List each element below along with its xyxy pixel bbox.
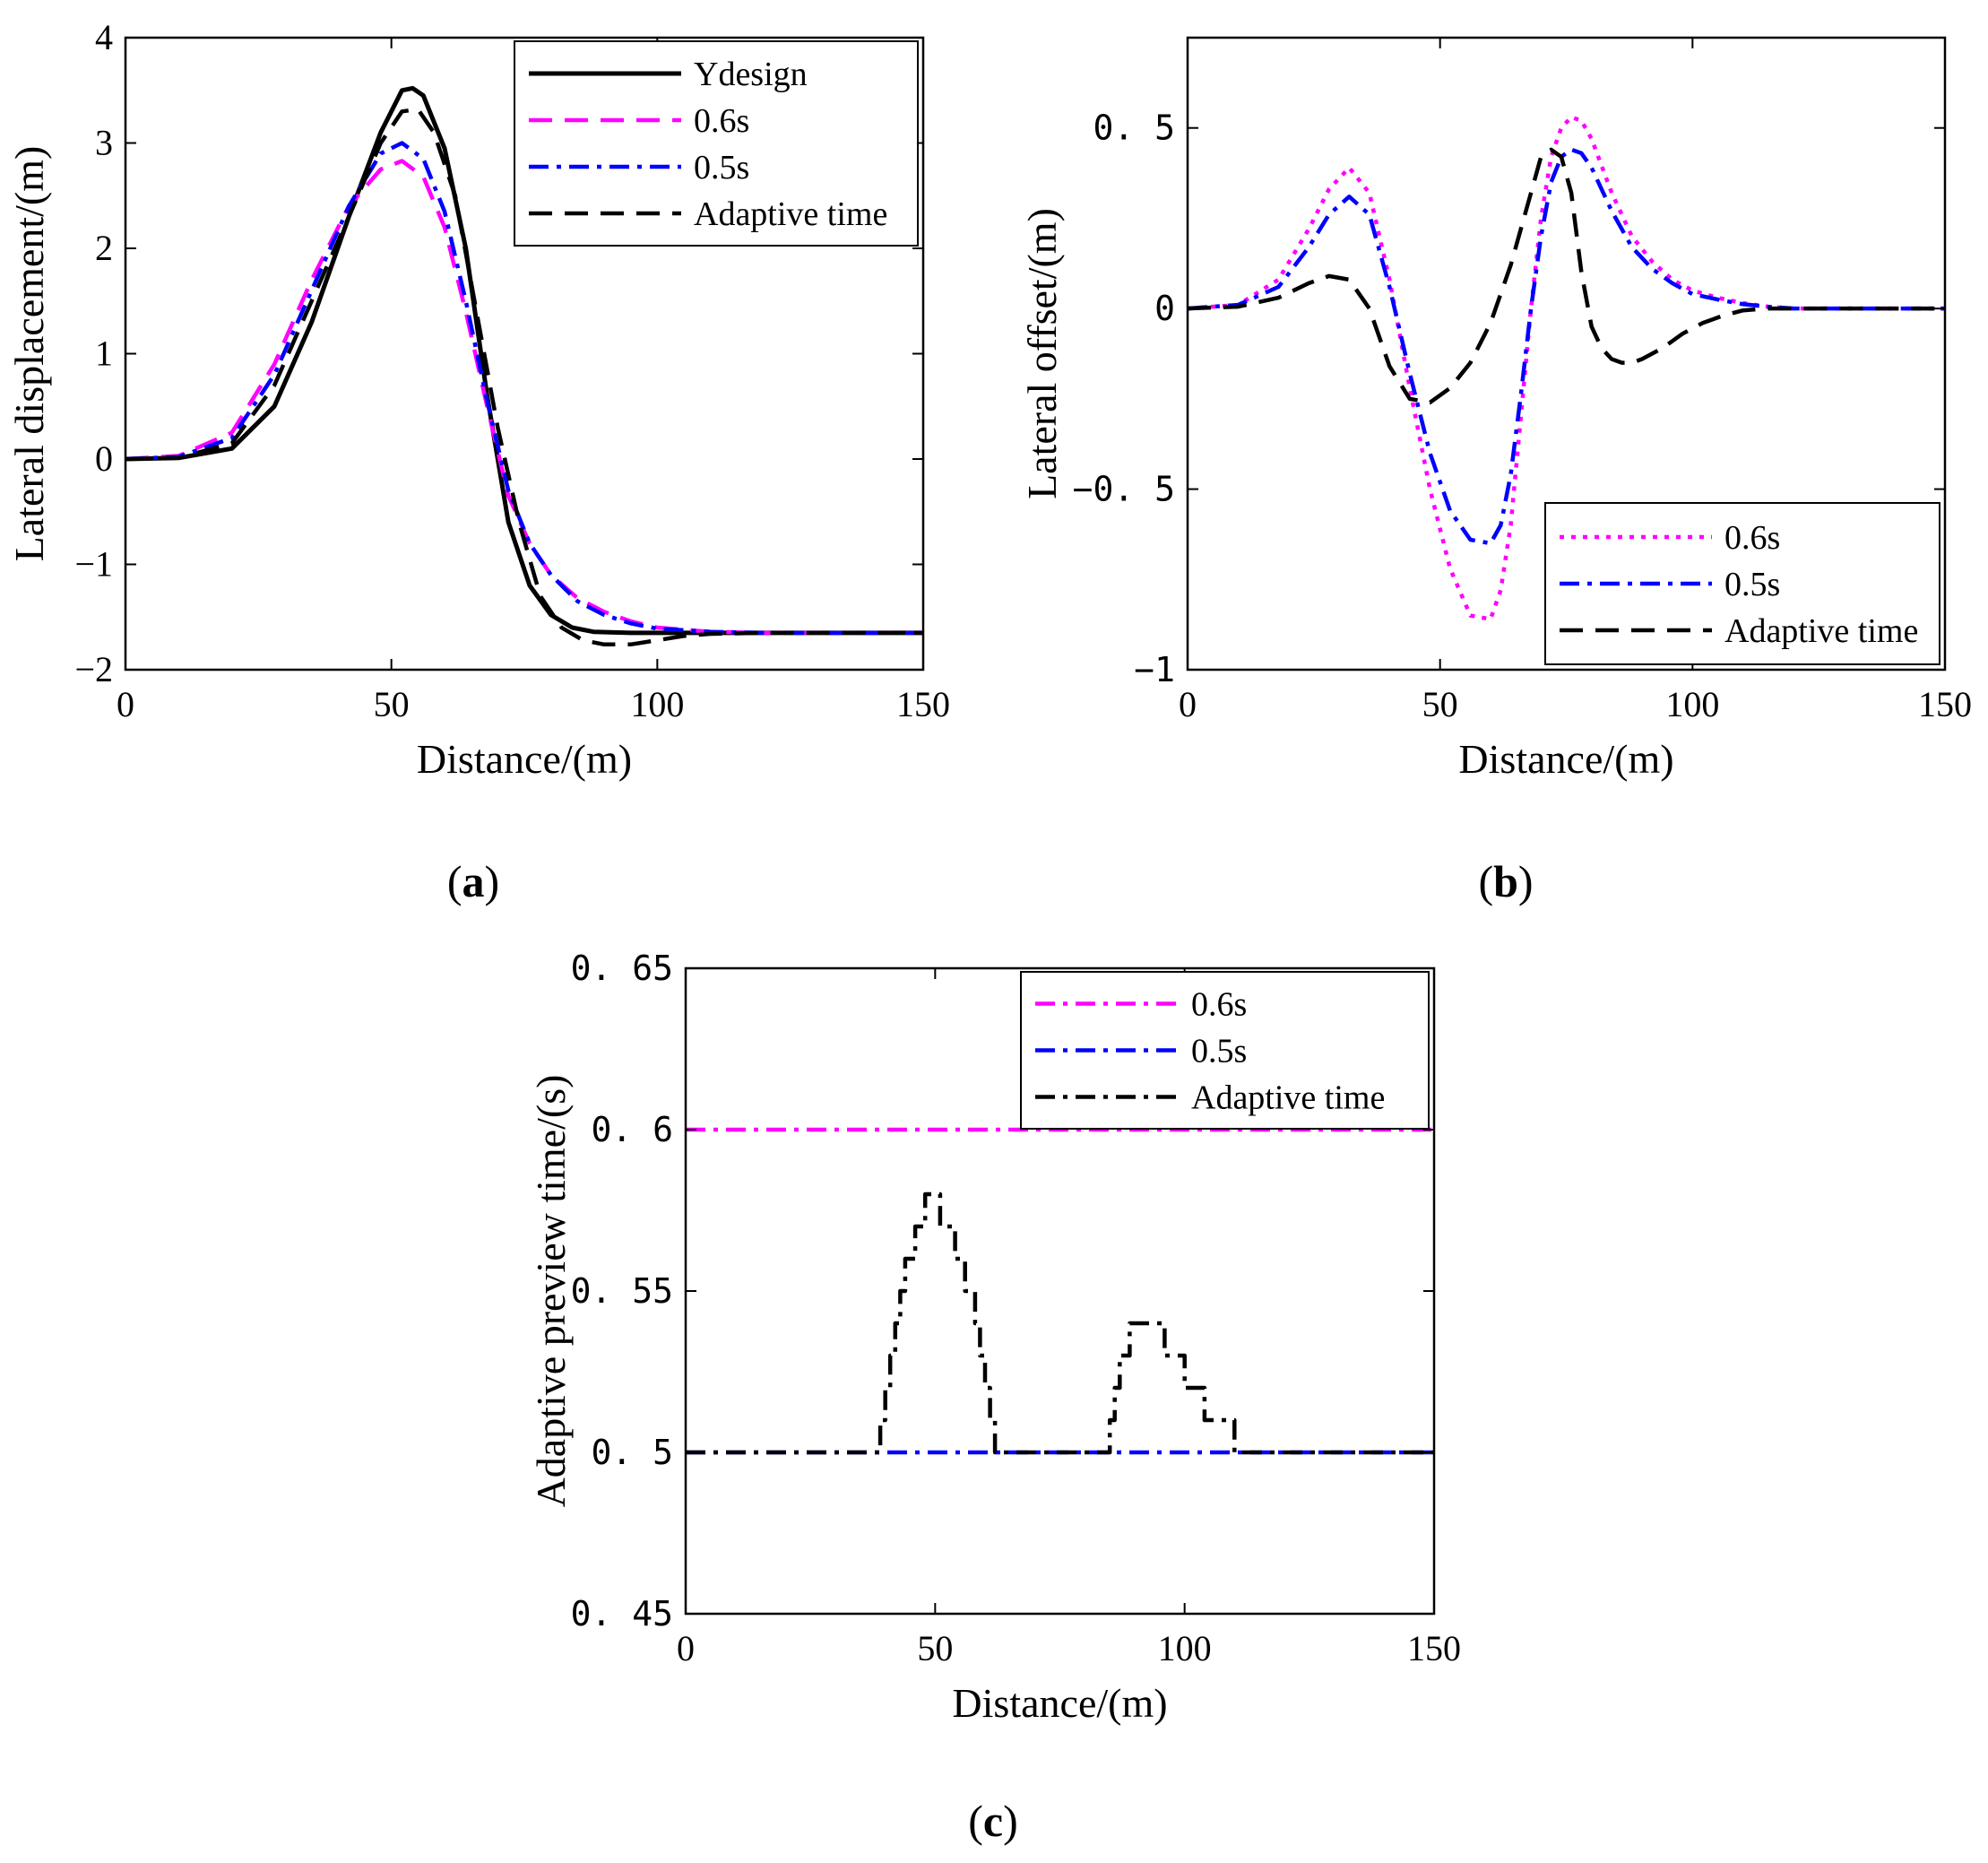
series-group <box>125 85 923 647</box>
x-axis-label: Distance/(m) <box>1458 736 1673 782</box>
caption-c: (c) <box>968 1796 1018 1846</box>
x-tick-label: 100 <box>630 684 684 724</box>
y-tick-label: 0 <box>95 438 113 479</box>
y-tick-label: 0. 5 <box>1093 108 1175 148</box>
axes-box <box>1186 36 1947 672</box>
x-tick-label: 50 <box>374 684 410 724</box>
legend: Ydesign 0.6s 0.5s Adaptive time <box>514 40 919 247</box>
y-tick-label: 4 <box>95 17 113 57</box>
y-tick-label: 0. 55 <box>571 1271 673 1311</box>
y-tick-label: 0. 65 <box>571 949 673 988</box>
x-tick-label: 150 <box>1407 1628 1461 1668</box>
y-tick-label: 3 <box>95 123 113 163</box>
legend: 0.6s 0.5s Adaptive time <box>1544 502 1940 665</box>
x-axis-label: Distance/(m) <box>417 736 632 782</box>
y-axis-label: Lateral displacement/(m) <box>6 146 52 562</box>
series-line-0-5s <box>125 141 923 636</box>
legend-label: 0.5s <box>694 149 749 186</box>
y-tick-label: −0. 5 <box>1073 470 1175 509</box>
y-axis-label: Lateral offset/(m) <box>1019 208 1065 499</box>
y-axis-label: Adaptive preview time/(s) <box>528 1075 574 1508</box>
x-tick-label: 150 <box>1918 684 1972 724</box>
legend-label: Adaptive time <box>1724 612 1918 650</box>
legend: 0.6s 0.5s Adaptive time <box>1020 971 1430 1130</box>
legend-label: 0.6s <box>1724 519 1780 557</box>
x-tick-label: 50 <box>1422 684 1458 724</box>
legend-label: Ydesign <box>694 56 808 93</box>
x-axis-label: Distance/(m) <box>952 1680 1167 1726</box>
legend-label: Adaptive time <box>1191 1079 1385 1117</box>
legend-label: Adaptive time <box>694 195 887 233</box>
chart-panel-b: 0 50 100 150 −1 −0. 5 0 0. 5 Distance/(m) Lateral… <box>1019 36 1972 782</box>
chart-panel-a: 0 50 100 150 −2 −1 0 1 2 3 4 Distance/(m) Lateral di… <box>6 17 950 782</box>
y-tick-label: 0. 5 <box>591 1433 673 1472</box>
y-tick-label: 2 <box>95 228 113 268</box>
series-line-adaptive-time <box>125 107 923 647</box>
x-tick-label: 50 <box>917 1628 953 1668</box>
x-tick-label: 100 <box>1158 1628 1212 1668</box>
y-tick-label: 0 <box>1154 289 1175 328</box>
legend-label: 0.6s <box>1191 986 1247 1024</box>
x-tick-label: 0 <box>1179 684 1197 724</box>
x-tick-label: 0 <box>117 684 134 724</box>
y-tick-label: 0. 45 <box>571 1594 673 1633</box>
caption-a: (a) <box>447 856 499 906</box>
x-tick-label: 0 <box>677 1628 695 1668</box>
caption-b: (b) <box>1478 856 1533 906</box>
legend-label: 0.5s <box>1724 566 1780 603</box>
y-tick-label: −2 <box>74 649 113 689</box>
legend-label: 0.5s <box>1191 1033 1247 1070</box>
x-tick-label: 100 <box>1665 684 1719 724</box>
y-tick-label: 0. 6 <box>591 1110 673 1149</box>
x-tick-label: 150 <box>896 684 950 724</box>
legend-label: 0.6s <box>694 102 749 140</box>
y-tick-label: −1 <box>1134 650 1175 689</box>
chart-panel-c: 0 50 100 150 0. 45 0. 5 0. 55 0. 6 0. 65 Distance… <box>528 949 1461 1726</box>
series-group <box>1188 115 1945 621</box>
series-line-adaptive-time <box>1188 147 1945 405</box>
series-line-0-5s <box>1188 147 1945 546</box>
series-group <box>686 1127 1434 1455</box>
y-tick-label: 1 <box>95 334 113 374</box>
y-tick-label: −1 <box>74 544 113 585</box>
series-line-adaptive-time <box>686 1191 1434 1455</box>
